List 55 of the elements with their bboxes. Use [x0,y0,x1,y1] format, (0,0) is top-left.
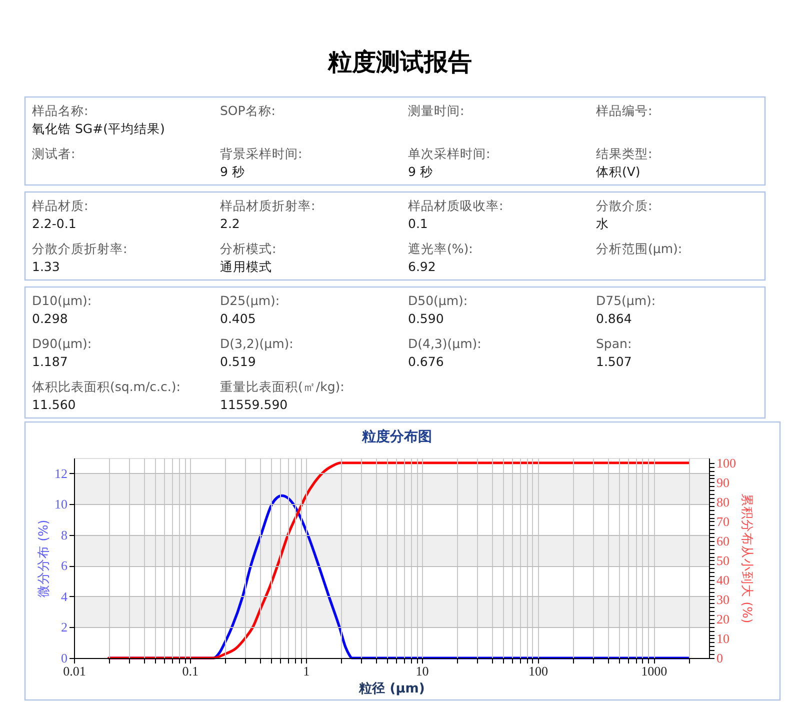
text: 分散介质折射率: 1.33 [32,241,128,274]
y2-tick-label: 100 [716,455,736,470]
y2-tick-label: 10 [716,630,730,646]
text: 样品材质: 2.2-0.1 [32,198,88,231]
text: 测量时间: [408,103,464,118]
x-axis-title: 粒径 (μm) [358,682,425,696]
text: D10(μm): 0.298 [32,293,92,326]
chart-title: 粒度分布图 [361,428,432,445]
text: 体积比表面积(sq.m/c.c.): 11.560 [32,379,180,412]
text: D25(μm): 0.405 [220,293,280,326]
text: 单次采样时间: 9 秒 [408,146,490,179]
y-tick-label: 4 [61,588,68,604]
text: D50(μm): 0.590 [408,293,468,326]
y-tick-label: 2 [61,620,68,635]
text: 样品名称: 氧化锆 SG#(平均结果) [32,103,165,136]
text: 样品材质吸收率: 0.1 [408,198,504,231]
y-axis-title: 微分分布 (%) [36,520,50,598]
text: D(3,2)(μm): 0.519 [220,336,294,369]
y2-tick-label: 90 [716,474,730,490]
y2-tick-label: 60 [716,533,730,548]
text: SOP名称: [220,103,276,118]
x-tick-label: 10 [416,664,429,678]
text: Span: 1.507 [596,336,632,369]
text: 分散介质: 水 [596,198,652,231]
y2-tick-label: 20 [716,611,730,626]
y2-tick-label: 50 [716,552,730,568]
text: 分析模式: 通用模式 [220,241,276,274]
text: 分析范围(μm): [596,241,682,256]
text: D75(μm): 0.864 [596,293,656,326]
y2-tick-label: 30 [716,592,730,607]
text: 遮光率(%): 6.92 [408,241,473,274]
text: 背景采样时间: 9 秒 [220,146,302,179]
y2-tick-label: 40 [716,572,730,588]
x-tick-label: 1000 [641,664,668,678]
y-tick-label: 8 [61,527,68,542]
x-tick-label: 100 [528,664,548,678]
text: 重量比表面积(㎡/kg): 11559.590 [220,379,344,412]
text: 样品编号: [596,103,652,118]
text: 结果类型: 体积(V) [596,146,652,179]
y2-axis-title: 累积分布从小到大 (%) [740,494,755,624]
y-tick-label: 0 [61,650,68,666]
y2-tick-label: 0 [716,650,723,666]
x-tick-label: 1 [303,664,310,678]
y-tick-label: 6 [61,558,68,574]
text: D(4,3)(μm): 0.676 [408,336,482,369]
text: 粒度测试报告 [327,48,472,76]
x-tick-label: 0.01 [63,664,86,678]
y2-tick-label: 80 [716,494,730,510]
text: D90(μm): 1.187 [32,336,92,369]
y-tick-label: 12 [54,466,68,481]
x-tick-label: 0.1 [182,664,199,678]
y-tick-label: 10 [54,496,68,512]
text: 样品材质折射率: 2.2 [220,198,316,231]
text: 测试者: [32,146,76,161]
y2-tick-label: 70 [716,514,730,529]
